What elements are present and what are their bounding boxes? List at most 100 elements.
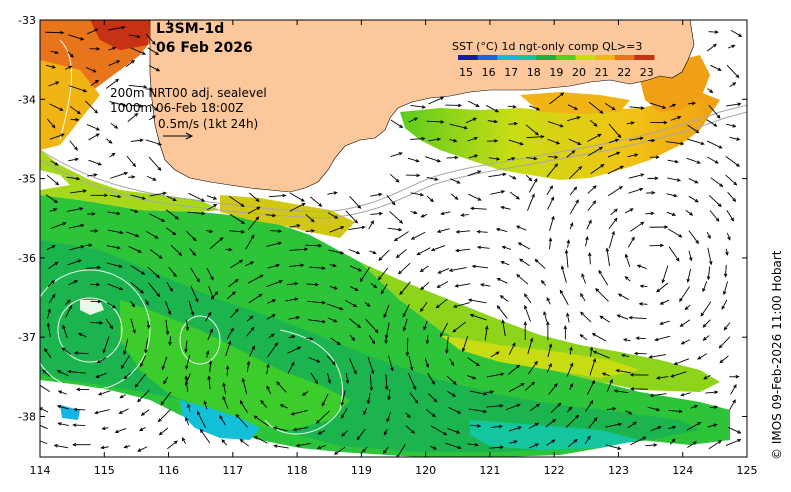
current-arrow bbox=[452, 302, 471, 308]
current-arrow bbox=[197, 410, 206, 428]
current-arrow bbox=[102, 336, 110, 354]
current-arrow bbox=[595, 288, 609, 302]
current-arrow bbox=[587, 185, 597, 194]
current-arrow bbox=[345, 210, 359, 224]
current-arrow bbox=[567, 438, 578, 448]
current-arrow bbox=[540, 279, 547, 286]
current-arrow bbox=[526, 156, 538, 161]
current-arrow bbox=[108, 46, 117, 51]
current-arrow bbox=[340, 390, 346, 407]
current-arrow bbox=[655, 376, 669, 380]
current-arrow bbox=[727, 191, 737, 202]
current-arrow bbox=[706, 266, 711, 281]
current-arrow bbox=[246, 315, 254, 322]
current-arrow bbox=[548, 237, 553, 250]
current-arrow bbox=[266, 280, 284, 287]
current-arrow bbox=[310, 372, 319, 385]
current-arrow bbox=[349, 285, 359, 291]
current-arrow bbox=[266, 314, 276, 320]
current-arrow bbox=[56, 404, 69, 410]
current-arrow bbox=[688, 178, 699, 184]
current-arrow bbox=[468, 154, 479, 159]
current-arrow bbox=[508, 382, 525, 393]
current-arrow bbox=[165, 209, 180, 220]
current-arrow bbox=[447, 428, 461, 434]
legend-tick-label: 16 bbox=[482, 66, 496, 79]
credit-text: © IMOS 09-Feb-2026 11:00 Hobart bbox=[770, 250, 784, 460]
current-arrow bbox=[68, 34, 85, 41]
current-arrow bbox=[725, 156, 741, 167]
current-arrow bbox=[341, 430, 348, 437]
current-arrow bbox=[148, 156, 162, 171]
current-arrow bbox=[370, 283, 378, 289]
current-arrow bbox=[697, 353, 708, 360]
current-arrow bbox=[490, 424, 503, 429]
current-arrow bbox=[515, 225, 527, 231]
current-arrow bbox=[659, 320, 670, 325]
current-arrow bbox=[70, 117, 80, 122]
current-arrow bbox=[588, 417, 598, 429]
current-arrow bbox=[588, 101, 604, 114]
current-arrow bbox=[590, 164, 605, 174]
current-arrow bbox=[667, 159, 679, 164]
current-arrow bbox=[419, 265, 429, 273]
current-arrow bbox=[624, 208, 634, 214]
current-arrow bbox=[543, 310, 548, 323]
current-arrow bbox=[496, 305, 508, 319]
current-arrow bbox=[645, 211, 655, 216]
current-arrow bbox=[160, 391, 172, 406]
current-arrow bbox=[486, 404, 504, 408]
current-arrow bbox=[495, 227, 508, 233]
current-arrow bbox=[306, 336, 314, 341]
current-arrow bbox=[628, 187, 644, 194]
current-arrow bbox=[56, 370, 69, 377]
current-arrow bbox=[128, 84, 148, 89]
current-arrow bbox=[680, 339, 691, 345]
current-arrow bbox=[563, 325, 568, 340]
current-arrow bbox=[307, 319, 326, 324]
legend-colorbar bbox=[458, 55, 655, 60]
current-arrow bbox=[650, 120, 668, 125]
current-arrow bbox=[680, 392, 691, 397]
current-arrow bbox=[105, 318, 114, 330]
current-arrow bbox=[219, 414, 226, 426]
current-arrow bbox=[501, 245, 512, 250]
current-arrow bbox=[615, 368, 631, 374]
current-arrow bbox=[436, 281, 449, 288]
current-arrow bbox=[728, 426, 742, 434]
current-arrow bbox=[239, 439, 250, 447]
current-arrow bbox=[68, 280, 79, 286]
isobaths bbox=[40, 104, 747, 219]
current-arrow bbox=[64, 299, 71, 306]
current-arrow bbox=[329, 286, 338, 290]
current-arrow bbox=[87, 173, 98, 177]
current-arrow bbox=[317, 430, 326, 435]
current-arrow bbox=[90, 299, 102, 304]
current-arrow bbox=[629, 387, 648, 391]
current-arrow bbox=[729, 136, 741, 141]
current-arrow bbox=[465, 117, 478, 124]
current-arrow bbox=[445, 336, 449, 355]
x-tick-label: 119 bbox=[351, 464, 372, 477]
current-arrow bbox=[246, 360, 251, 372]
current-arrow bbox=[440, 322, 449, 338]
current-arrow bbox=[85, 243, 93, 247]
current-arrow bbox=[383, 304, 390, 319]
current-arrow bbox=[569, 199, 579, 215]
current-arrow bbox=[581, 273, 586, 284]
current-arrow bbox=[305, 229, 316, 233]
current-arrow bbox=[569, 166, 583, 180]
current-arrow bbox=[440, 211, 451, 216]
current-arrow bbox=[73, 351, 89, 355]
scale-arrow bbox=[163, 132, 194, 140]
current-arrow bbox=[349, 318, 362, 329]
current-arrow bbox=[710, 405, 719, 409]
current-arrow bbox=[207, 203, 218, 211]
current-arrow bbox=[626, 121, 635, 125]
current-arrow bbox=[429, 445, 438, 450]
current-arrow bbox=[709, 210, 720, 222]
current-arrow bbox=[607, 186, 623, 197]
current-arrow bbox=[389, 174, 400, 183]
current-arrow bbox=[649, 225, 669, 229]
current-arrow bbox=[647, 406, 661, 412]
